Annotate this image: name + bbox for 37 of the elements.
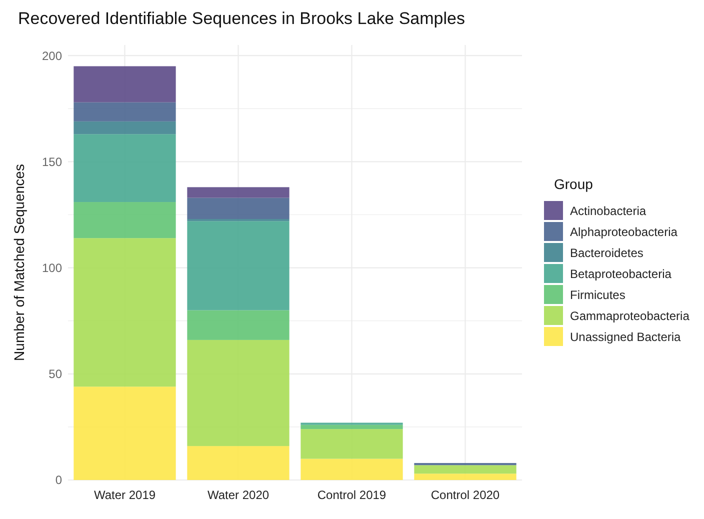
legend-label: Actinobacteria (570, 204, 646, 218)
bar (300, 458, 403, 480)
bar (187, 221, 290, 310)
legend-label: Alphaproteobacteria (570, 225, 678, 240)
bar (74, 102, 176, 122)
x-tick-label: Control 2019 (317, 488, 386, 502)
bar (300, 424, 403, 430)
y-tick-label: 200 (42, 48, 62, 63)
y-axis-title: Number of Matched Sequences (11, 164, 27, 361)
bar (300, 429, 403, 459)
bar (74, 66, 176, 102)
bar (187, 310, 290, 340)
bar (187, 187, 290, 198)
y-tick-label: 100 (42, 261, 62, 276)
x-tick-label: Water 2019 (94, 488, 156, 502)
bar (414, 465, 516, 474)
bar (187, 446, 290, 480)
bar (74, 238, 176, 387)
x-tick-label: Water 2020 (207, 488, 270, 502)
legend-title: Group (554, 176, 594, 192)
legend-label: Gammaproteobacteria (570, 309, 690, 324)
y-tick-label: 150 (42, 154, 62, 169)
bar (74, 134, 176, 202)
legend-label: Betaproteobacteria (570, 267, 672, 282)
bar (74, 202, 176, 238)
bar (74, 121, 176, 134)
bar (74, 386, 176, 480)
bar (187, 340, 290, 446)
legend-label: Bacteroidetes (570, 246, 644, 260)
bar (414, 474, 516, 480)
legend-label: Firmicutes (570, 288, 626, 302)
y-tick-label: 0 (55, 473, 62, 488)
chart-title: Recovered Identifiable Sequences in Brooks Lake Samples (18, 9, 465, 28)
legend-label: Unassigned Bacteria (570, 330, 682, 344)
x-tick-label: Control 2020 (430, 488, 500, 502)
bar (187, 198, 290, 219)
y-tick-label: 50 (48, 367, 62, 382)
